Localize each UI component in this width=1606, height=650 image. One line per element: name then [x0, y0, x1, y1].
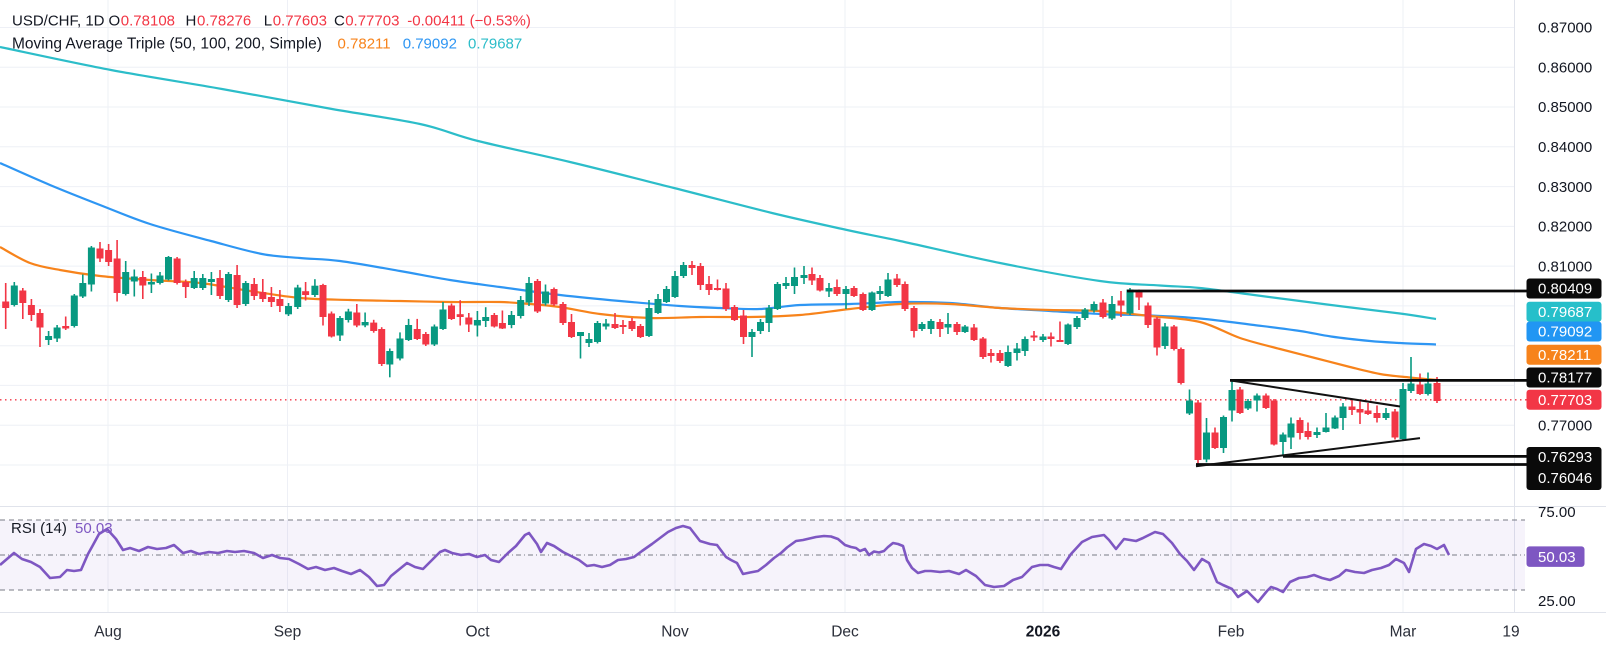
svg-text:0.81000: 0.81000	[1538, 258, 1592, 275]
svg-text:Mar: Mar	[1390, 624, 1417, 641]
svg-text:0.77703: 0.77703	[1538, 392, 1592, 409]
svg-text:0.77603: 0.77603	[273, 13, 327, 30]
svg-text:Aug: Aug	[94, 624, 122, 641]
svg-text:RSI (14): RSI (14)	[11, 520, 67, 537]
svg-text:0.78211: 0.78211	[338, 35, 391, 52]
svg-text:50.03: 50.03	[75, 520, 113, 537]
svg-text:Sep: Sep	[274, 624, 302, 641]
svg-text:Feb: Feb	[1218, 624, 1245, 641]
svg-text:-0.00411 (−0.53%): -0.00411 (−0.53%)	[407, 13, 531, 30]
svg-text:0.79687: 0.79687	[1538, 304, 1592, 321]
svg-text:C: C	[334, 13, 345, 30]
svg-text:0.77703: 0.77703	[345, 13, 399, 30]
svg-text:0.79687: 0.79687	[468, 35, 522, 52]
svg-text:0.84000: 0.84000	[1538, 139, 1592, 156]
svg-text:2026: 2026	[1026, 624, 1061, 641]
svg-text:0.78108: 0.78108	[121, 13, 175, 30]
svg-text:Dec: Dec	[831, 624, 859, 641]
svg-text:75.00: 75.00	[1538, 504, 1576, 521]
svg-text:0.78211: 0.78211	[1538, 347, 1591, 364]
svg-text:0.79092: 0.79092	[403, 35, 457, 52]
svg-text:0.79092: 0.79092	[1538, 324, 1592, 341]
svg-text:H: H	[186, 13, 197, 30]
svg-text:0.83000: 0.83000	[1538, 179, 1592, 196]
svg-text:USD/CHF, 1D: USD/CHF, 1D	[12, 13, 105, 30]
svg-text:0.86000: 0.86000	[1538, 60, 1592, 77]
svg-text:0.78177: 0.78177	[1538, 370, 1592, 387]
svg-text:50.03: 50.03	[1538, 549, 1576, 566]
svg-text:0.85000: 0.85000	[1538, 99, 1592, 116]
svg-text:0.80409: 0.80409	[1538, 281, 1592, 298]
svg-text:Moving Average Triple (50, 100: Moving Average Triple (50, 100, 200, Sim…	[12, 35, 322, 52]
svg-text:0.82000: 0.82000	[1538, 219, 1592, 236]
svg-text:25.00: 25.00	[1538, 593, 1576, 610]
svg-text:0.87000: 0.87000	[1538, 20, 1592, 37]
svg-text:Oct: Oct	[465, 624, 490, 641]
svg-text:0.77000: 0.77000	[1538, 418, 1592, 435]
svg-text:19: 19	[1502, 624, 1519, 641]
svg-text:L: L	[264, 13, 272, 30]
svg-text:0.78276: 0.78276	[197, 13, 251, 30]
svg-text:O: O	[109, 13, 121, 30]
svg-text:0.76046: 0.76046	[1538, 470, 1592, 487]
svg-text:0.76293: 0.76293	[1538, 449, 1592, 466]
svg-text:Nov: Nov	[661, 624, 689, 641]
